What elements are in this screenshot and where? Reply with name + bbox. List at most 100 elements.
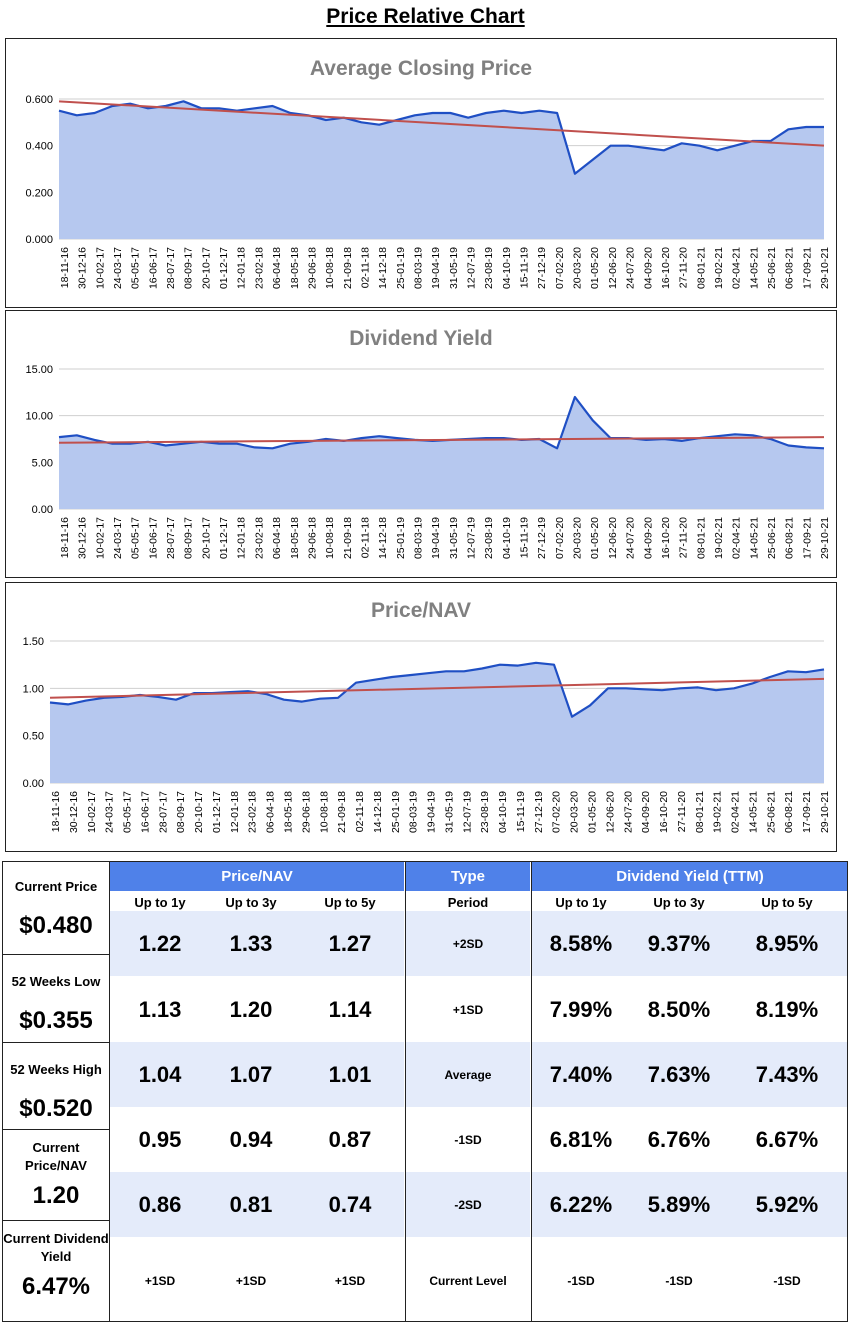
x-tick-label: 25-06-21: [766, 517, 778, 559]
dividend-yield-value: 6.67%: [755, 1126, 819, 1152]
x-tick-label: 08-03-19: [408, 791, 420, 833]
x-tick-label: 08-09-17: [183, 517, 195, 559]
x-tick-label: 16-10-20: [660, 517, 672, 559]
x-tick-label: 20-03-20: [572, 247, 584, 289]
sub-header: Period: [447, 894, 489, 910]
x-tick-label: 21-09-18: [342, 517, 354, 559]
price-nav-value: 1.14: [328, 996, 372, 1022]
x-tick-label: 04-09-20: [642, 517, 654, 559]
x-tick-label: 24-03-17: [104, 791, 116, 833]
x-tick-label: 18-11-16: [59, 517, 71, 558]
x-tick-label: 12-06-20: [604, 791, 616, 833]
x-tick-label: 28-07-17: [165, 247, 177, 289]
x-tick-label: 21-09-18: [336, 791, 348, 833]
x-tick-label: 16-06-17: [147, 517, 159, 559]
y-tick-label: 0.600: [25, 94, 53, 106]
x-tick-label: 20-10-17: [200, 247, 212, 289]
row-band: [406, 1172, 530, 1237]
x-tick-label: 19-02-21: [713, 247, 725, 289]
x-tick-label: 25-01-19: [395, 247, 407, 289]
x-tick-label: 25-06-21: [765, 791, 777, 833]
x-tick-label: 02-04-21: [730, 791, 742, 833]
y-tick-label: 0.200: [25, 187, 53, 199]
sub-header: Up to 1y: [134, 894, 186, 910]
type-period-label: +2SD: [452, 936, 484, 951]
x-tick-label: 27-11-20: [676, 791, 688, 832]
x-tick-label: 29-10-21: [819, 791, 831, 833]
series-line: [49, 661, 825, 718]
x-tick-label: 25-06-21: [766, 247, 778, 289]
x-tick-label: 08-09-17: [175, 791, 187, 833]
y-tick-label: 5.00: [32, 457, 53, 469]
price-nav-value: 1.01: [328, 1061, 372, 1087]
x-tick-label: 12-01-18: [236, 517, 248, 559]
chart-svg-price: Average Closing Price 0.000 0.200 0.400 0.60…: [25, 57, 831, 289]
x-tick-label: 01-05-20: [589, 517, 601, 559]
x-tick-label: 06-08-21: [783, 791, 795, 833]
header-dividend-yield: Dividend Yield (TTM): [532, 861, 848, 891]
x-tick-label: 24-03-17: [112, 247, 124, 289]
x-tick-label: 15-11-19: [519, 247, 531, 288]
x-tick-label: 31-05-19: [443, 791, 455, 833]
x-tick-label: 24-07-20: [625, 517, 637, 559]
x-tick-label: 20-03-20: [572, 517, 584, 559]
x-tick-label: 15-11-19: [519, 517, 531, 558]
border-top: [2, 861, 848, 862]
chart-title: Dividend Yield: [349, 327, 493, 350]
chart-title: Price/NAV: [371, 599, 471, 622]
x-tick-label: 08-03-19: [412, 517, 424, 559]
dividend-yield-value: 8.58%: [549, 930, 613, 956]
x-tick-label: 06-04-18: [271, 247, 283, 289]
x-tick-label: 25-01-19: [395, 517, 407, 559]
price-nav-value: 0.81: [229, 1191, 273, 1217]
x-tick-label: 29-10-21: [819, 247, 831, 289]
x-tick-label: 29-06-18: [306, 247, 318, 289]
border-bottom: [2, 1321, 848, 1322]
x-tick-label: 10-02-17: [94, 517, 106, 559]
x-tick-label: 18-11-16: [50, 791, 62, 832]
x-tick-label: 17-09-21: [801, 517, 813, 559]
type-period-label: -2SD: [454, 1197, 482, 1212]
y-tick-label: 0.400: [25, 141, 53, 153]
x-tick-label: 12-07-19: [466, 247, 478, 289]
dividend-yield-value: 8.95%: [755, 930, 819, 956]
x-tick-label: 27-12-19: [533, 791, 545, 833]
type-period-label: Average: [444, 1067, 492, 1082]
x-tick-label: 16-10-20: [658, 791, 670, 833]
x-tick-label: 16-10-20: [660, 247, 672, 289]
price-nav-value: 1.27: [328, 930, 372, 956]
x-tick-label: 10-08-18: [324, 517, 336, 559]
trend-line: [58, 436, 825, 444]
series-area: [59, 101, 824, 239]
left-row-divider: [2, 1042, 110, 1043]
x-tick-label: 29-06-18: [300, 791, 312, 833]
sub-header: Up to 3y: [225, 894, 277, 910]
series-line: [58, 100, 824, 175]
price-nav-value: 1.07: [229, 1061, 273, 1087]
price-nav-value: 0.87: [328, 1126, 372, 1152]
summary-value: 6.47%: [21, 1273, 91, 1300]
x-tick-label: 23-08-19: [483, 247, 495, 289]
x-tick-label: 12-01-18: [236, 247, 248, 289]
current-level-price-nav: +1SD: [235, 1274, 267, 1288]
x-tick-label: 12-07-19: [461, 791, 473, 833]
x-tick-label: 14-05-21: [747, 791, 759, 833]
type-period-label: -1SD: [454, 1132, 482, 1147]
row-band: [406, 1042, 530, 1107]
dividend-yield-value: 7.40%: [549, 1061, 613, 1087]
row-band: [532, 1042, 848, 1107]
summary-label: Current Dividend Yield: [3, 1231, 109, 1264]
x-tick-label: 18-05-18: [289, 517, 301, 559]
price-nav-value: 1.13: [138, 996, 182, 1022]
page-title: Price Relative Chart: [326, 5, 525, 28]
x-tick-label: 23-02-18: [253, 517, 265, 559]
chart-svg-dividend-yield: Dividend Yield 0.00 5.00 10.00 15.00 18-11-16…: [25, 327, 831, 559]
x-tick-label: 18-05-18: [289, 247, 301, 289]
x-tick-label: 02-04-21: [731, 517, 743, 559]
x-tick-label: 21-09-18: [342, 247, 354, 289]
chart-price-nav: Price/NAV 0.00 0.50 1.00 1.50 18-11-16 30-12-1…: [5, 582, 837, 852]
x-tick-label: 12-01-18: [229, 791, 241, 833]
x-tick-label: 02-11-18: [354, 791, 366, 832]
x-tick-label: 07-02-20: [554, 247, 566, 289]
x-tick-label: 12-06-20: [607, 517, 619, 559]
